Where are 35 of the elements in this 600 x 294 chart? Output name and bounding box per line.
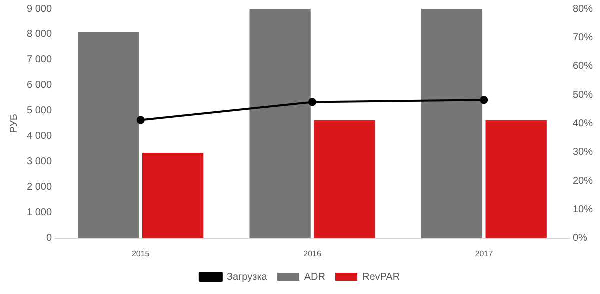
y-tick-label: 3 000: [26, 156, 52, 168]
x-tick-label: 2016: [304, 249, 322, 258]
point: [480, 96, 488, 104]
y2-tick-label: 20%: [572, 176, 594, 187]
y2-tick-label: 30%: [572, 147, 594, 158]
x-tick-label: 2015: [132, 249, 150, 258]
y2-tick-label: 10%: [572, 204, 594, 216]
bar: [314, 120, 376, 238]
x-tick-label: 2017: [475, 249, 494, 258]
y-tick-label: 6 000: [26, 80, 52, 92]
bar: [78, 32, 140, 238]
y2-tick-label: 80%: [572, 4, 594, 15]
y-tick-label: 8 000: [26, 29, 52, 40]
legend-label: Загрузка: [226, 272, 268, 283]
y-tick-label: 4 000: [26, 131, 52, 142]
point: [136, 116, 145, 124]
bar: [421, 9, 483, 238]
point: [308, 98, 317, 106]
y-tick-label: 2 000: [26, 182, 52, 194]
y2-tick-label: 50%: [572, 90, 594, 101]
y2-tick-label: 70%: [572, 32, 594, 44]
legend-label: ADR: [304, 272, 326, 283]
y-tick-label: 1 000: [26, 208, 52, 219]
y-tick-label: 7 000: [26, 54, 52, 66]
bar: [142, 153, 204, 238]
y2-tick-label: 60%: [572, 61, 594, 72]
bar: [486, 120, 547, 238]
y2-tick-label: 0%: [572, 233, 588, 244]
y-tick-label: 5 000: [26, 106, 52, 117]
y-tick-label: 0: [46, 233, 52, 244]
y2-tick-label: 40%: [572, 118, 594, 130]
bar: [250, 9, 311, 238]
y-tick-label: 9 000: [26, 4, 52, 15]
legend-label: RevPAR: [362, 272, 400, 283]
y-axis-title: РУБ: [8, 114, 20, 134]
